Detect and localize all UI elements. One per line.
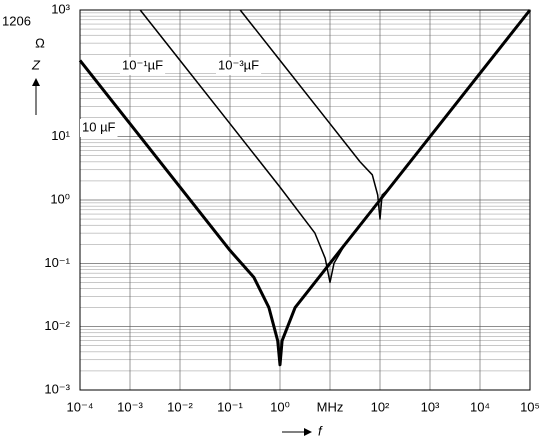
series-label: 10⁻¹µF — [122, 57, 163, 72]
y-unit: Ω — [35, 35, 45, 50]
series-line — [239, 9, 390, 220]
y-tick-label: 10⁻¹ — [44, 255, 70, 270]
x-tick-label: 10³ — [421, 399, 440, 414]
x-tick-label: 10⁵ — [520, 399, 540, 414]
y-tick-label: 10⁻² — [44, 318, 70, 333]
series-line — [78, 9, 532, 367]
x-tick-label: 10⁰ — [270, 399, 290, 414]
annotation: 1206 — [2, 13, 31, 28]
x-tick-label: 10⁻⁴ — [67, 399, 94, 414]
y-tick-label: 10¹ — [51, 128, 70, 143]
series-label: 10 µF — [82, 119, 116, 134]
series-label: 10⁻³µF — [218, 57, 259, 72]
x-tick-label: 10⁻³ — [117, 399, 143, 414]
y-tick-label: 10⁻³ — [44, 381, 70, 396]
series-line — [139, 9, 346, 284]
x-axis-label: f — [318, 423, 323, 438]
x-tick-label: MHz — [317, 399, 344, 414]
y-tick-label: 10⁰ — [50, 191, 70, 206]
plot-frame — [79, 9, 531, 391]
label-background — [120, 57, 166, 75]
y-tick-label: 10³ — [51, 1, 70, 16]
y-arrowhead — [32, 78, 40, 86]
x-tick-label: 10⁴ — [470, 399, 490, 414]
y-axis-label: Z — [31, 57, 41, 72]
x-arrowhead — [304, 428, 312, 436]
x-tick-label: 10² — [371, 399, 390, 414]
label-background — [80, 119, 118, 137]
x-tick-label: 10⁻² — [167, 399, 193, 414]
label-background — [216, 57, 262, 75]
x-tick-label: 10⁻¹ — [217, 399, 243, 414]
